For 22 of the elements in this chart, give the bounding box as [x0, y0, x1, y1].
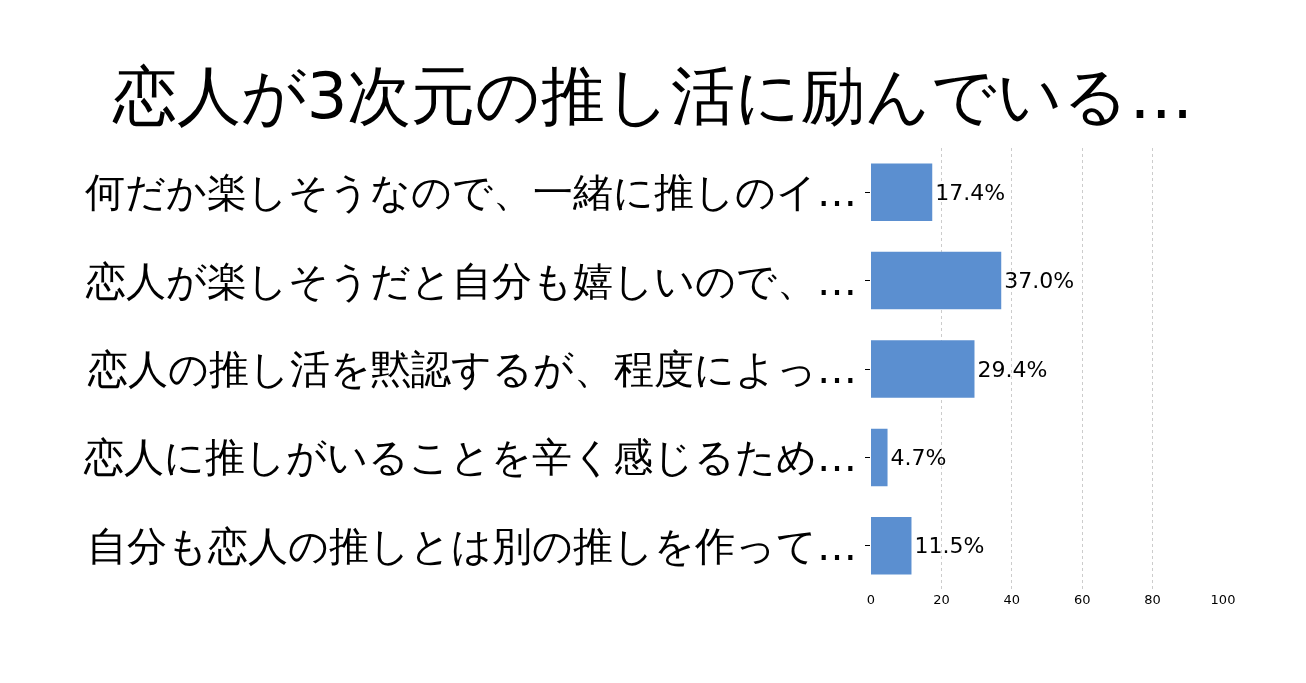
y-tick-label: 何だか楽しそうなので、一緒に推しのイ… [85, 169, 857, 216]
x-tick-label: 100 [1210, 592, 1236, 607]
y-tick-label: 恋人の推し活を黙認するが、程度によっ… [87, 346, 857, 392]
x-tick-label: 60 [1073, 592, 1091, 607]
x-tick-label: 0 [866, 592, 876, 607]
data-label: 37.0% [1004, 268, 1075, 294]
bar [871, 163, 933, 221]
data-label: 11.5% [914, 533, 985, 559]
data-label: 17.4% [935, 179, 1006, 205]
y-tick-label: 恋人に推しがいることを辛く感じるため… [83, 434, 857, 481]
y-tick-label: 恋人が楽しそうだと自分も嬉しいので、… [85, 257, 857, 304]
x-tick-label: 80 [1144, 592, 1161, 607]
y-tick-label: 自分も恋人の推しとは別の推しを作って… [87, 522, 857, 569]
bar [871, 517, 912, 575]
chart-title: 恋人が3次元の推し活に励んでいる… [111, 59, 1194, 134]
bar [871, 428, 888, 487]
bar [871, 340, 975, 398]
x-tick-label: 40 [1003, 592, 1021, 607]
bar [871, 251, 1002, 310]
data-label: 4.7% [890, 444, 947, 470]
data-label: 29.4% [977, 356, 1048, 382]
x-tick-label: 20 [933, 592, 950, 607]
